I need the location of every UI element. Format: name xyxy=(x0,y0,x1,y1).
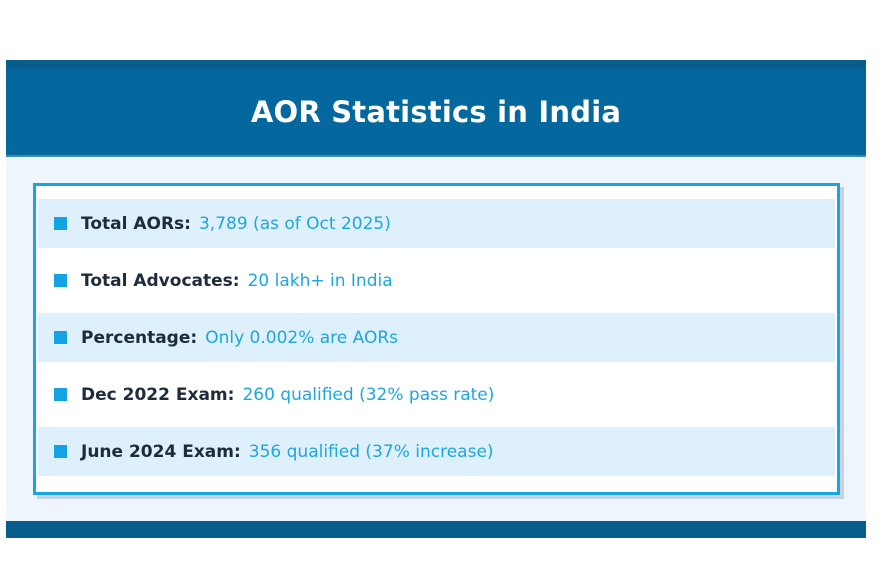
stat-label: Dec 2022 Exam: xyxy=(81,384,235,405)
square-bullet-icon xyxy=(54,331,67,344)
stat-value: Only 0.002% are AORs xyxy=(205,327,399,348)
stat-label: Percentage: xyxy=(81,327,198,348)
footer-bar xyxy=(6,521,866,538)
square-bullet-icon xyxy=(54,217,67,230)
stat-row-june-2024-exam: June 2024 Exam: 356 qualified (37% incre… xyxy=(38,427,835,476)
square-bullet-icon xyxy=(54,445,67,458)
stat-label: June 2024 Exam: xyxy=(81,441,241,462)
stat-value: 3,789 (as of Oct 2025) xyxy=(198,213,391,234)
page-title: AOR Statistics in India xyxy=(250,95,622,129)
square-bullet-icon xyxy=(54,388,67,401)
stat-row-dec-2022-exam: Dec 2022 Exam: 260 qualified (32% pass r… xyxy=(38,370,835,419)
stats-list: Total AORs: 3,789 (as of Oct 2025) Total… xyxy=(38,199,835,476)
stats-card: Total AORs: 3,789 (as of Oct 2025) Total… xyxy=(33,183,840,495)
stat-label: Total Advocates: xyxy=(81,270,240,291)
stat-row-total-advocates: Total Advocates: 20 lakh+ in India xyxy=(38,256,835,305)
stat-value: 260 qualified (32% pass rate) xyxy=(242,384,495,405)
top-strip xyxy=(6,60,866,69)
square-bullet-icon xyxy=(54,274,67,287)
stats-page: AOR Statistics in India Total AORs: 3,78… xyxy=(6,60,866,538)
stat-value: 356 qualified (37% increase) xyxy=(248,441,494,462)
header-banner: AOR Statistics in India xyxy=(6,69,866,157)
stat-value: 20 lakh+ in India xyxy=(247,270,393,291)
stat-label: Total AORs: xyxy=(81,213,191,234)
stat-row-percentage: Percentage: Only 0.002% are AORs xyxy=(38,313,835,362)
stat-row-total-aors: Total AORs: 3,789 (as of Oct 2025) xyxy=(38,199,835,248)
